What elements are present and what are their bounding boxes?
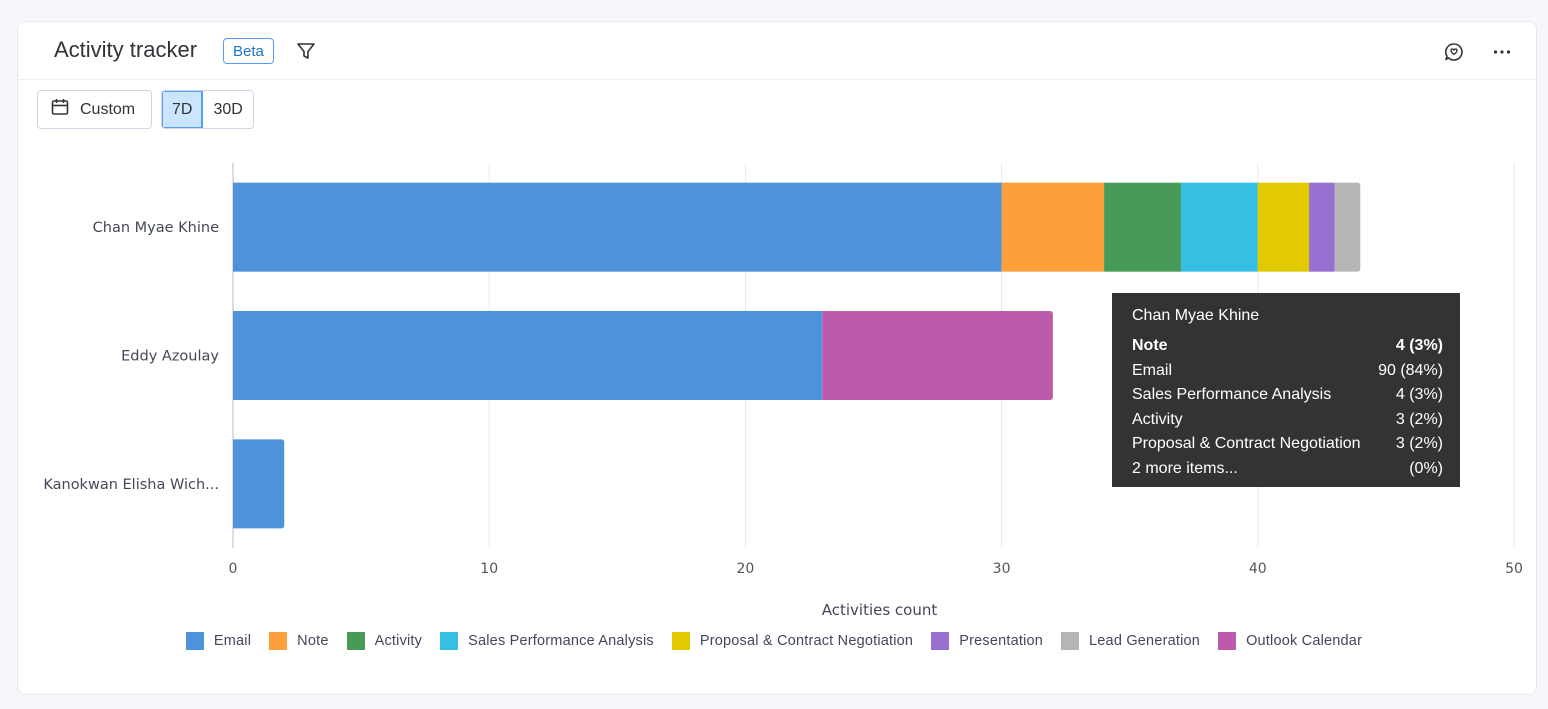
tooltip-row: Sales Performance Analysis 4 (3%) <box>1132 386 1443 403</box>
legend-label: Note <box>297 633 329 649</box>
chart-legend: Email Note Activity Sales Performance Analy… <box>0 631 1548 651</box>
widget-header: Activity tracker Beta <box>18 22 1536 80</box>
y-category-label: Chan Myae Khine <box>93 220 219 236</box>
legend-label: Proposal & Contract Negotiation <box>699 633 914 649</box>
legend-label: Activity <box>374 633 423 649</box>
legend-item[interactable]: Presentation <box>931 632 1043 650</box>
legend-swatch <box>1218 632 1237 650</box>
legend-swatch <box>185 632 204 650</box>
range-7d-button[interactable]: 7D <box>162 91 204 128</box>
more-horizontal-icon[interactable] <box>1490 40 1514 64</box>
custom-range-label: Custom <box>80 100 136 118</box>
legend-label: Lead Generation <box>1089 633 1201 649</box>
bar-segment <box>1257 182 1310 272</box>
tooltip-row: Note 4 (3%) <box>1132 337 1443 354</box>
x-tick-label: 20 <box>736 561 754 577</box>
bar-segment <box>1334 182 1361 272</box>
legend-label: Sales Performance Analysis <box>468 633 654 649</box>
y-category-label: Eddy Azoulay <box>121 349 219 365</box>
bar-segment <box>233 182 1002 272</box>
bar-segment <box>822 311 1053 400</box>
legend-swatch <box>931 632 950 650</box>
legend-swatch <box>1061 632 1080 650</box>
x-tick-label: 10 <box>480 561 498 577</box>
range-toggle: 7D 30D <box>161 90 254 129</box>
x-axis-label: Activities count <box>822 601 938 619</box>
legend-item[interactable]: Proposal & Contract Negotiation <box>671 632 914 650</box>
x-tick-label: 30 <box>993 561 1011 577</box>
legend-item[interactable]: Lead Generation <box>1061 632 1200 650</box>
bar-segment <box>1001 182 1105 272</box>
legend-label: Email <box>213 633 252 649</box>
bar-segment <box>233 439 285 529</box>
chart-tooltip: Chan Myae Khine Note 4 (3%) Email 90 (84%)… <box>1112 293 1460 487</box>
tooltip-row: 2 more items... (0%) <box>1132 459 1443 477</box>
beta-badge: Beta <box>223 38 274 64</box>
legend-item[interactable]: Email <box>185 632 252 650</box>
y-category-label: Kanokwan Elisha Wich... <box>43 477 219 493</box>
legend-swatch <box>346 632 365 650</box>
legend-item[interactable]: Sales Performance Analysis <box>440 632 654 650</box>
chat-icon[interactable] <box>1442 40 1466 64</box>
legend-swatch <box>671 632 690 650</box>
calendar-icon <box>50 97 70 122</box>
bar-segment <box>1104 182 1181 272</box>
bar-segment <box>233 311 823 400</box>
tooltip-row: Proposal & Contract Negotiation 3 (2%) <box>1132 435 1443 452</box>
x-tick-label: 40 <box>1249 561 1267 577</box>
bar-segment <box>1309 182 1335 272</box>
widget-title: Activity tracker <box>54 37 198 62</box>
tooltip-title: Chan Myae Khine <box>1132 307 1260 324</box>
x-tick-label: 50 <box>1505 561 1523 577</box>
legend-item[interactable]: Note <box>269 632 328 650</box>
legend-label: Outlook Calendar <box>1246 633 1363 649</box>
legend-item[interactable]: Activity <box>346 632 423 650</box>
tooltip-row: Activity 3 (2%) <box>1132 410 1443 428</box>
tooltip-row: Email 90 (84%) <box>1132 361 1443 379</box>
filter-icon[interactable] <box>294 39 318 63</box>
range-30d-button[interactable]: 30D <box>213 101 243 118</box>
bar-segment <box>1180 182 1258 272</box>
legend-swatch <box>269 632 288 650</box>
custom-range-button[interactable]: Custom <box>37 90 152 129</box>
legend-label: Presentation <box>959 633 1044 649</box>
legend-item[interactable]: Outlook Calendar <box>1218 632 1362 650</box>
legend-swatch <box>440 632 459 650</box>
x-tick-label: 0 <box>229 561 238 577</box>
